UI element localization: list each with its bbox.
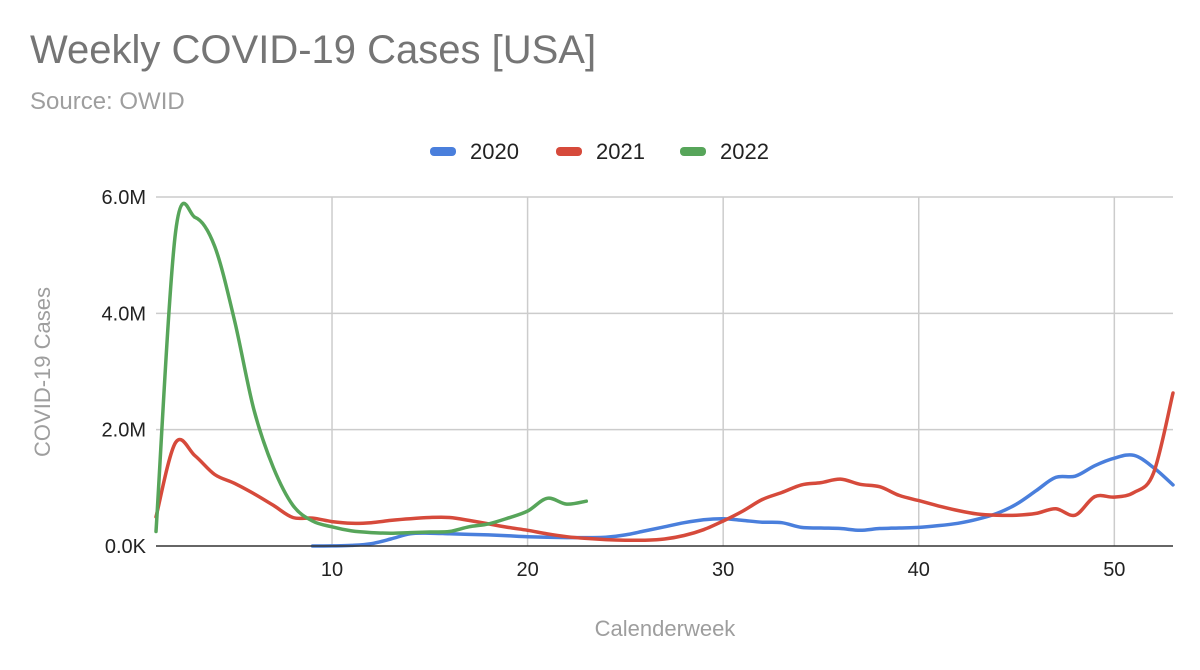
series-line-2022 (154, 201, 589, 535)
legend-swatch-2020 (430, 147, 456, 156)
chart-title: Weekly COVID-19 Cases [USA] (30, 28, 597, 72)
y-tick-label: 0.0K (105, 536, 147, 558)
x-tick-label: 40 (908, 559, 930, 581)
legend-label-2020: 2020 (470, 139, 519, 164)
x-tick-label: 50 (1103, 559, 1125, 581)
legend-label-2021: 2021 (596, 139, 645, 164)
series-line-2021 (154, 391, 1175, 543)
x-tick-label: 30 (712, 559, 734, 581)
x-axis-title: Calenderweek (595, 616, 737, 641)
x-tick-label: 20 (516, 559, 538, 581)
y-tick-label: 4.0M (102, 303, 146, 325)
series-line-2020 (310, 453, 1175, 548)
chart-subtitle: Source: OWID (30, 88, 185, 115)
legend-swatch-2022 (680, 147, 706, 156)
y-tick-label: 6.0M (102, 187, 146, 209)
legend-label-2022: 2022 (720, 139, 769, 164)
y-axis-title: COVID-19 Cases (30, 287, 55, 457)
x-tick-label: 10 (321, 559, 343, 581)
legend-swatch-2021 (556, 147, 582, 156)
y-tick-label: 2.0M (102, 420, 146, 442)
